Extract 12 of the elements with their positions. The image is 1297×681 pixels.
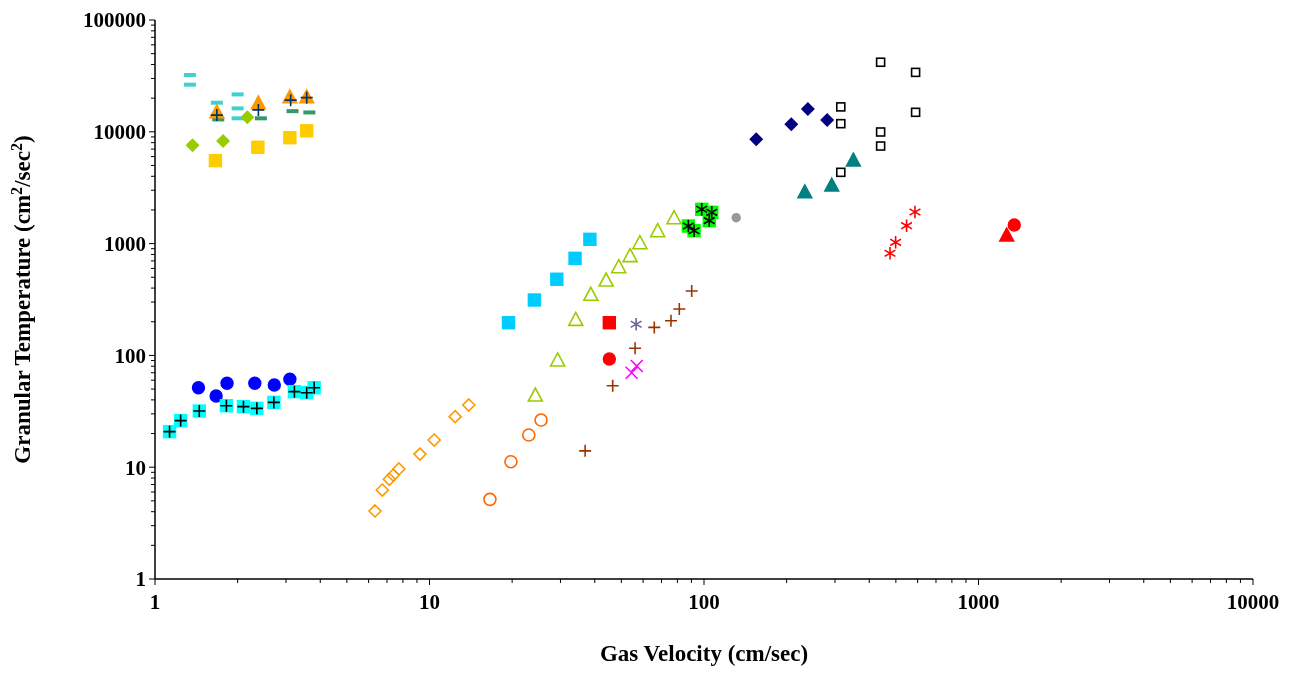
x-tick-label: 100	[688, 590, 720, 614]
y-tick-label: 10	[125, 455, 146, 480]
x-tick-label: 1	[149, 590, 161, 614]
x-tick-label: 10000	[1226, 590, 1280, 614]
y-tick-label: 100	[114, 343, 146, 368]
y-tick-label: 1000	[104, 231, 146, 256]
x-tick-label: 1000	[957, 590, 1000, 614]
x-axis-title: Gas Velocity (cm/sec)	[599, 641, 809, 666]
y-tick-label: 1	[135, 567, 146, 592]
x-tick-label: 10	[419, 590, 440, 614]
y-tick-label: 100000	[83, 8, 146, 33]
y-tick-label: 10000	[93, 120, 146, 145]
